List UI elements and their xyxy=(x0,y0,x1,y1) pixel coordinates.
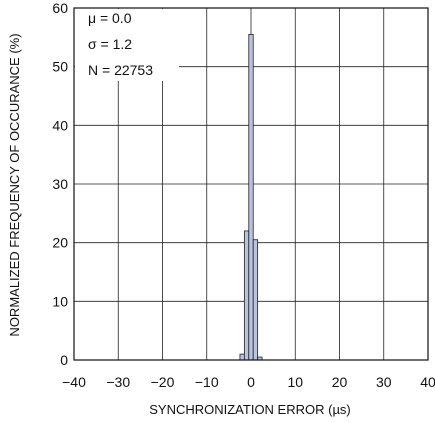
x-tick-label: 0 xyxy=(247,374,255,390)
x-axis-label: SYNCHRONIZATION ERROR (µs) xyxy=(149,402,351,417)
histogram-bars xyxy=(239,34,263,361)
x-tick-label: 40 xyxy=(420,374,435,390)
plot-frame xyxy=(73,7,429,361)
y-tick-label: 10 xyxy=(52,293,68,309)
y-axis-label: NORMALIZED FREQUENCY OF OCCURANCE (%) xyxy=(7,33,22,336)
x-tick-label: −40 xyxy=(62,374,86,390)
y-tick-labels: 0 10 20 30 40 50 60 xyxy=(52,0,68,368)
y-tick-label: 0 xyxy=(60,352,68,368)
stat-count: N = 22753 xyxy=(88,62,153,78)
y-tick-label: 60 xyxy=(52,0,68,16)
x-tick-labels: −40 −30 −20 −10 0 10 20 30 40 xyxy=(62,374,435,390)
histogram-bar xyxy=(252,239,259,361)
stat-sigma: σ = 1.2 xyxy=(88,36,132,52)
histogram-bar xyxy=(239,353,245,361)
histogram-bar xyxy=(243,230,250,361)
stats-box xyxy=(75,9,179,81)
y-tick-label: 50 xyxy=(52,59,68,75)
x-tick-label: −20 xyxy=(151,374,175,390)
x-tick-label: −10 xyxy=(195,374,219,390)
x-tick-label: −30 xyxy=(106,374,130,390)
y-tick-label: 20 xyxy=(52,235,68,251)
stat-mean: μ = 0.0 xyxy=(88,10,132,26)
y-tick-label: 30 xyxy=(52,176,68,192)
histogram-bar xyxy=(248,34,254,361)
x-tick-label: 20 xyxy=(332,374,348,390)
x-tick-label: 10 xyxy=(287,374,303,390)
x-tick-label: 30 xyxy=(376,374,392,390)
y-tick-label: 40 xyxy=(52,117,68,133)
